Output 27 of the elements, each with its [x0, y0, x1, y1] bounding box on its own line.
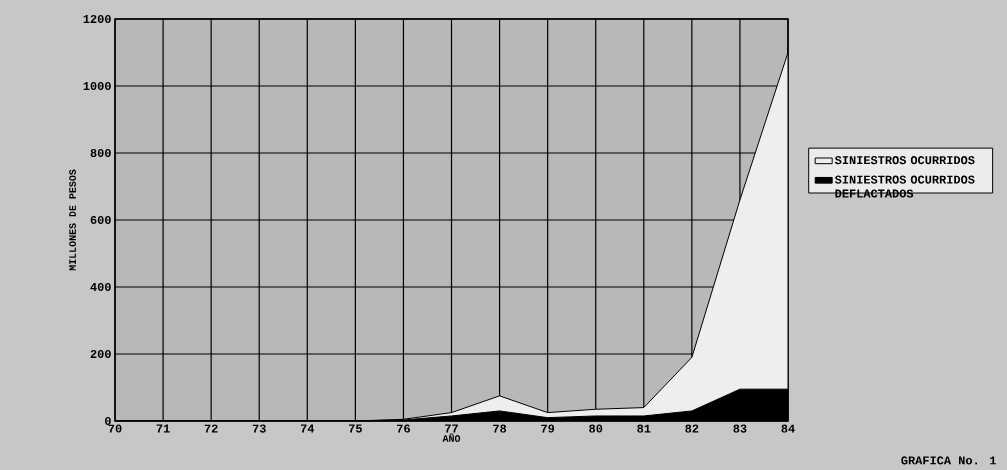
x-tick-label: 72 — [204, 424, 218, 433]
x-tick-label: 70 — [108, 424, 122, 433]
x-tick-label: 73 — [252, 424, 266, 433]
y-tick-label: 400 — [90, 282, 111, 292]
x-tick-label: 76 — [397, 424, 410, 433]
x-tick-label: 82 — [685, 424, 699, 433]
x-tick-label: 83 — [733, 424, 747, 433]
legend-label: SINIESTROS OCURRIDOS DEFLACTADOS — [834, 175, 975, 198]
x-tick-label: 74 — [300, 424, 315, 433]
x-tick-label: 71 — [156, 424, 170, 433]
text: GRAFICA No. 1 — [901, 456, 996, 465]
y-tick-label: 600 — [90, 215, 111, 225]
legend-label: SINIESTROS OCURRIDOS — [834, 156, 975, 165]
x-tick-label: 75 — [348, 424, 362, 433]
y-axis-title: MILLONES DE PESOS — [69, 169, 76, 271]
x-tick-label: 77 — [445, 424, 458, 433]
x-tick-label: 78 — [493, 424, 507, 433]
y-tick-label: 1000 — [83, 81, 111, 91]
y-tick-label: 200 — [90, 349, 111, 359]
x-tick-label: 84 — [781, 424, 795, 433]
x-tick-label: 79 — [541, 424, 555, 433]
y-tick-label: 800 — [90, 148, 111, 158]
x-axis-title: AÑO — [442, 433, 461, 442]
y-tick-label: 0 — [105, 416, 111, 426]
x-tick-label: 81 — [637, 424, 651, 433]
y-tick-label: 1200 — [83, 14, 111, 24]
x-tick-label: 80 — [589, 424, 603, 433]
